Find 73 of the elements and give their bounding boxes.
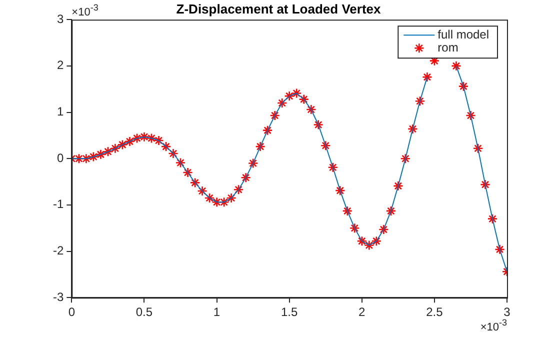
point [378, 224, 389, 235]
point [212, 197, 222, 208]
x-tick-label: 1 [213, 305, 220, 320]
point [458, 81, 469, 92]
point [364, 240, 374, 250]
point [226, 192, 236, 204]
point [298, 94, 309, 104]
point [124, 136, 135, 147]
point [74, 153, 84, 164]
point [472, 143, 484, 154]
point [262, 125, 273, 136]
point [480, 179, 490, 190]
x-tick-label: 0 [68, 305, 76, 320]
point [276, 98, 288, 108]
y-tick-label: 0 [56, 150, 64, 165]
point [451, 60, 462, 72]
point [96, 149, 106, 160]
point [371, 236, 382, 246]
point [218, 197, 230, 208]
point [248, 158, 258, 168]
point [154, 135, 164, 146]
point [204, 192, 215, 204]
point [160, 141, 172, 152]
y-tick-label: -3 [53, 290, 64, 304]
point [306, 104, 316, 115]
y-tick-label: 2 [56, 58, 64, 72]
point [168, 148, 178, 159]
point [466, 110, 476, 121]
x-tick-label: 0.5 [136, 305, 153, 320]
point [342, 206, 353, 216]
point [240, 172, 251, 183]
point [117, 140, 128, 150]
x-tick-label: 2.5 [426, 305, 444, 320]
point [422, 72, 432, 82]
point [313, 120, 324, 130]
point [291, 88, 302, 98]
point [139, 132, 150, 142]
point [110, 143, 120, 154]
point [414, 96, 426, 106]
point [255, 141, 266, 152]
point [487, 214, 498, 224]
point [190, 178, 200, 188]
point [349, 222, 360, 234]
point [233, 184, 244, 195]
point [102, 146, 114, 157]
legend-label: rom [438, 40, 458, 54]
chart-title: Z-Displacement at Loaded Vertex [176, 1, 382, 16]
point [284, 90, 294, 102]
point [356, 236, 368, 246]
point [393, 180, 404, 192]
y-tick-label: -1 [53, 197, 64, 212]
point [386, 206, 396, 216]
point [320, 140, 331, 151]
point [182, 167, 193, 178]
point [132, 133, 142, 144]
point [408, 124, 418, 134]
x-tick-label: 3 [504, 305, 511, 320]
point [494, 244, 505, 255]
point [88, 152, 99, 162]
point [400, 153, 411, 164]
point [197, 186, 208, 196]
point [146, 133, 157, 144]
legend-label: full model [438, 27, 489, 42]
y-tick-label: 3 [56, 12, 64, 26]
x-tick-label: 2 [358, 305, 366, 320]
y-tick-label: 1 [56, 104, 64, 119]
point [334, 185, 346, 196]
point [81, 153, 92, 164]
point [328, 162, 338, 173]
point [270, 110, 280, 121]
x-tick-label: 1.5 [280, 305, 298, 320]
y-tick-label: -2 [53, 244, 64, 258]
point [175, 158, 186, 168]
